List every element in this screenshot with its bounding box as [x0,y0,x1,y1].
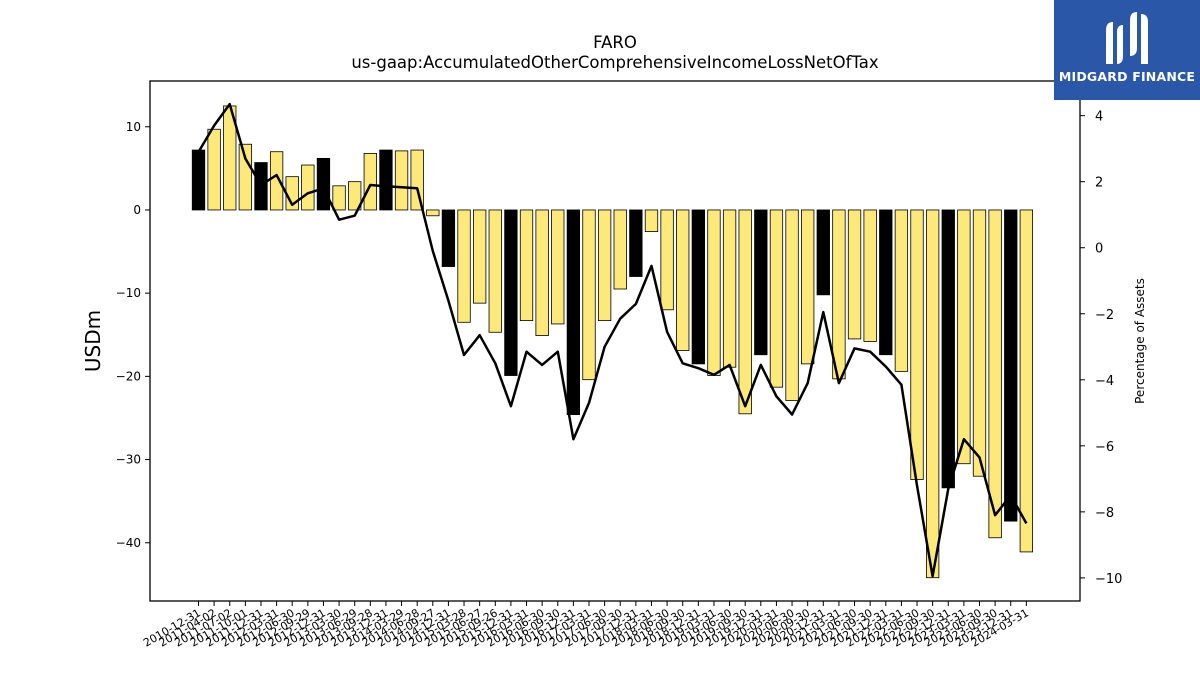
bar-2022-12-31 [941,209,955,489]
bar-2017-03-31 [582,209,596,381]
bar-2019-03-31 [707,209,721,376]
x-axis-ticks: 2010-12-312011-04-022011-07-022011-10-01… [141,601,1031,650]
midgard-finance-logo: MIDGARD FINANCE [1054,0,1200,100]
bar-2022-06-30 [910,209,924,480]
bar-2018-12-31 [691,209,705,365]
bar-2014-06-28 [410,149,424,211]
bar-2016-06-30 [535,209,549,336]
y-tick-label: −40 [116,536,141,550]
y2-tick-label: −2 [1095,308,1114,323]
y2-tick-label: 4 [1095,110,1103,125]
logo-text: MIDGARD FINANCE [1058,69,1196,84]
bar-2021-12-31 [879,209,893,356]
y-tick-label: −20 [116,369,141,383]
bar-2010-12-31 [191,149,206,211]
chart-subtitle: us-gaap:AccumulatedOtherComprehensiveInc… [351,53,879,72]
midgard-logo-mark-icon [1106,12,1148,64]
y-tick-label: 10 [126,120,141,134]
bar-2019-06-30 [722,209,737,368]
percentage-of-assets-line [197,102,1028,578]
y2-tick-label: 2 [1095,176,1103,191]
y-axis-label: USDm [81,310,105,372]
bar-2020-03-31 [769,209,784,388]
bar-2014-03-29 [394,150,409,211]
left-axis-ticks: 10 0 −10 −20 −30 −40 [116,120,150,550]
bar-2011-04-02 [207,128,221,211]
bar-2013-09-28 [363,152,377,211]
right-axis-ticks: 4 2 0 −2 −4 −6 −8 −10 [1080,110,1122,587]
y2-tick-label: 0 [1095,242,1103,257]
bar-2017-09-30 [613,209,627,290]
bar-2018-03-31 [644,209,659,232]
bar-2024-03-31 [1019,209,1034,553]
bar-2013-03-30 [332,185,346,211]
bar-2023-03-31 [957,209,971,465]
bar-2017-12-31 [629,209,643,277]
bar-2019-09-30 [738,209,752,415]
bar-2015-03-28 [457,209,471,323]
bar-2011-10-01 [238,143,253,211]
bar-2012-09-29 [301,164,315,211]
y-tick-label: −10 [116,286,141,300]
bar-2015-06-27 [473,209,487,304]
bar-2022-09-30 [925,209,940,579]
bar-series [191,105,1034,579]
plot-frame [149,80,1081,602]
bar-2020-06-30 [785,209,799,401]
y2-tick-label: −4 [1095,374,1114,389]
y2-tick-label: −10 [1095,572,1122,587]
bar-2016-09-30 [551,209,565,325]
bar-2021-09-30 [863,209,877,342]
bar-2016-12-31 [566,209,581,416]
bar-2021-03-31 [832,209,846,380]
bar-2018-09-30 [676,209,690,351]
y2-axis-label: Percentage of Assets [1133,278,1147,404]
bar-2018-06-30 [660,209,674,311]
bar-2014-09-27 [426,209,440,217]
bar-2020-12-31 [816,209,830,296]
bar-2015-09-26 [488,209,502,333]
bar-2023-12-31 [1004,209,1018,522]
chart-title: FARO [593,33,637,52]
bar-2020-09-30 [801,209,815,365]
bar-2023-06-30 [972,209,987,477]
bar-2022-03-31 [894,209,909,372]
bar-2012-03-31 [269,151,284,211]
bar-2014-12-31 [441,209,456,267]
bar-2016-03-31 [519,209,534,322]
bar-2023-09-30 [988,209,1002,539]
y2-tick-label: −8 [1095,506,1114,521]
bar-2012-12-31 [316,157,331,211]
bar-2013-12-31 [379,149,393,211]
y2-tick-label: −6 [1095,440,1114,455]
y-tick-label: −30 [116,453,141,467]
bar-2013-06-29 [348,181,362,211]
bar-2021-06-30 [847,209,862,340]
bar-2017-06-30 [597,209,612,322]
y-tick-label: 0 [133,203,141,217]
bar-2019-12-31 [754,209,768,356]
bar-2015-12-31 [504,209,518,376]
